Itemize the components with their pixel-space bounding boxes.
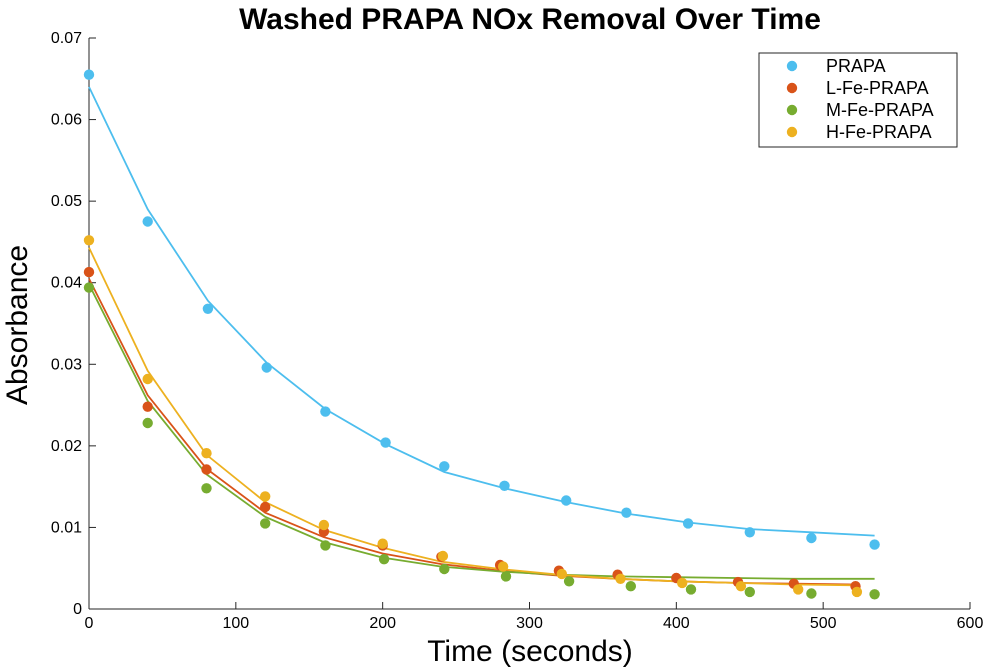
data-point-h-fe-prapa xyxy=(497,561,509,572)
legend-marker xyxy=(786,104,798,116)
y-tick-label: 0.01 xyxy=(51,519,82,536)
legend-label: H-Fe-PRAPA xyxy=(826,122,932,142)
data-point-prapa xyxy=(682,518,694,529)
data-point-h-fe-prapa xyxy=(83,235,95,246)
data-point-h-fe-prapa xyxy=(793,584,804,595)
data-point-m-fe-prapa xyxy=(563,576,575,587)
fit-lines xyxy=(88,86,875,587)
fit-line-m-fe-prapa xyxy=(88,283,875,580)
data-points xyxy=(83,69,880,600)
x-tick-label: 500 xyxy=(810,615,837,632)
data-point-m-fe-prapa xyxy=(260,518,271,529)
y-tick-label: 0.03 xyxy=(51,356,82,373)
data-point-m-fe-prapa xyxy=(83,282,95,293)
x-axis-label: Time (seconds) xyxy=(427,635,633,668)
x-tick-label: 200 xyxy=(369,615,396,632)
data-point-prapa xyxy=(83,69,95,80)
data-point-h-fe-prapa xyxy=(201,448,212,459)
data-point-h-fe-prapa xyxy=(260,491,271,502)
y-tick-label: 0 xyxy=(73,601,82,618)
y-tick-label: 0.04 xyxy=(51,275,82,292)
data-point-m-fe-prapa xyxy=(500,571,512,582)
data-point-m-fe-prapa xyxy=(685,584,697,595)
y-tick-label: 0.02 xyxy=(51,438,82,455)
x-tick-label: 100 xyxy=(222,615,249,632)
data-point-h-fe-prapa xyxy=(677,577,688,589)
legend-marker xyxy=(786,82,798,94)
legend-marker xyxy=(786,60,798,72)
data-point-h-fe-prapa xyxy=(437,550,449,562)
data-point-l-fe-prapa xyxy=(201,464,212,475)
fit-line-h-fe-prapa xyxy=(88,247,857,587)
data-point-prapa xyxy=(869,539,880,550)
data-point-m-fe-prapa xyxy=(439,563,450,575)
data-point-h-fe-prapa xyxy=(318,519,330,531)
legend-label: L-Fe-PRAPA xyxy=(826,78,929,98)
data-point-h-fe-prapa xyxy=(556,568,567,580)
data-point-h-fe-prapa xyxy=(615,573,626,584)
data-point-prapa xyxy=(806,532,817,544)
data-point-prapa xyxy=(439,461,450,472)
data-point-h-fe-prapa xyxy=(735,581,747,592)
y-tick-label: 0.05 xyxy=(51,193,82,210)
data-point-h-fe-prapa xyxy=(142,373,153,385)
x-tick-label: 400 xyxy=(663,615,690,632)
fit-line-l-fe-prapa xyxy=(88,278,856,586)
data-point-m-fe-prapa xyxy=(869,589,880,600)
data-point-m-fe-prapa xyxy=(320,540,331,551)
x-tick-label: 600 xyxy=(957,615,984,632)
data-point-prapa xyxy=(561,495,572,506)
data-point-prapa xyxy=(621,507,632,518)
chart-title: Washed PRAPA NOx Removal Over Time xyxy=(239,3,821,36)
data-point-l-fe-prapa xyxy=(260,501,271,513)
data-point-prapa xyxy=(142,216,153,227)
data-point-prapa xyxy=(261,362,272,373)
x-tick-label: 300 xyxy=(516,615,543,632)
x-tick-label: 0 xyxy=(85,615,94,632)
data-point-l-fe-prapa xyxy=(83,266,95,278)
data-point-m-fe-prapa xyxy=(378,554,390,565)
y-tick-label: 0.07 xyxy=(51,30,82,47)
data-point-m-fe-prapa xyxy=(625,581,636,592)
data-point-prapa xyxy=(320,406,331,417)
data-point-prapa xyxy=(744,527,755,538)
data-point-prapa xyxy=(499,480,510,491)
data-point-m-fe-prapa xyxy=(201,483,212,494)
axes: 0 100 200 300 400 500 600 0 0.01 0.02 0.03 0.04 0.05… xyxy=(51,30,984,632)
y-tick-label: 0.06 xyxy=(51,112,82,129)
legend-label: PRAPA xyxy=(826,56,886,76)
data-point-m-fe-prapa xyxy=(142,417,153,429)
data-point-l-fe-prapa xyxy=(142,401,153,412)
fit-line-prapa xyxy=(88,86,875,537)
data-point-h-fe-prapa xyxy=(377,538,388,549)
data-point-m-fe-prapa xyxy=(806,588,817,599)
data-point-prapa xyxy=(202,303,214,314)
data-point-prapa xyxy=(380,437,391,448)
legend-label: M-Fe-PRAPA xyxy=(826,100,934,120)
data-point-h-fe-prapa xyxy=(851,586,863,598)
y-axis-label: Absorbance xyxy=(1,245,34,405)
data-point-m-fe-prapa xyxy=(744,586,755,598)
legend-marker xyxy=(786,126,798,138)
